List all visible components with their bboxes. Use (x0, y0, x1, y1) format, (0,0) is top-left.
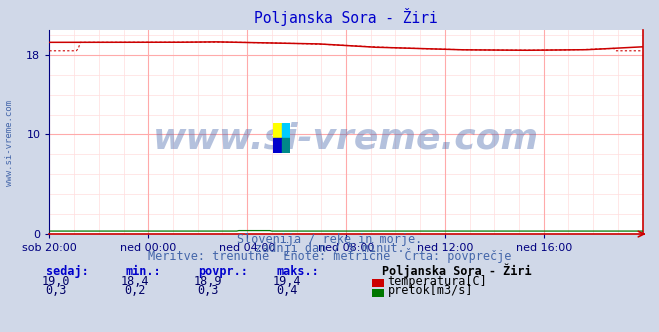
Text: 0,2: 0,2 (125, 285, 146, 297)
Text: Slovenija / reke in morje.: Slovenija / reke in morje. (237, 233, 422, 246)
Text: temperatura[C]: temperatura[C] (387, 275, 487, 288)
Text: pretok[m3/s]: pretok[m3/s] (387, 285, 473, 297)
Text: maks.:: maks.: (277, 265, 320, 278)
Text: 19,0: 19,0 (42, 275, 71, 288)
Bar (273, 138, 282, 153)
Text: 0,3: 0,3 (197, 285, 218, 297)
Text: Poljanska Sora - Žiri: Poljanska Sora - Žiri (382, 263, 532, 278)
Text: 0,4: 0,4 (276, 285, 297, 297)
Title: Poljanska Sora - Žiri: Poljanska Sora - Žiri (254, 8, 438, 26)
Bar (282, 138, 290, 153)
Text: sedaj:: sedaj: (46, 265, 89, 278)
Text: Meritve: trenutne  Enote: metrične  Črta: povprečje: Meritve: trenutne Enote: metrične Črta: … (148, 248, 511, 263)
Bar (273, 123, 282, 138)
Text: zadnji dan / 5 minut.: zadnji dan / 5 minut. (254, 242, 405, 255)
Text: 18,4: 18,4 (121, 275, 150, 288)
Text: 0,3: 0,3 (45, 285, 67, 297)
Text: www.si-vreme.com: www.si-vreme.com (153, 121, 539, 155)
Bar (282, 123, 290, 138)
Text: min.:: min.: (125, 265, 161, 278)
Text: 19,4: 19,4 (272, 275, 301, 288)
Text: 18,9: 18,9 (193, 275, 222, 288)
Text: povpr.:: povpr.: (198, 265, 248, 278)
Text: www.si-vreme.com: www.si-vreme.com (5, 100, 14, 186)
